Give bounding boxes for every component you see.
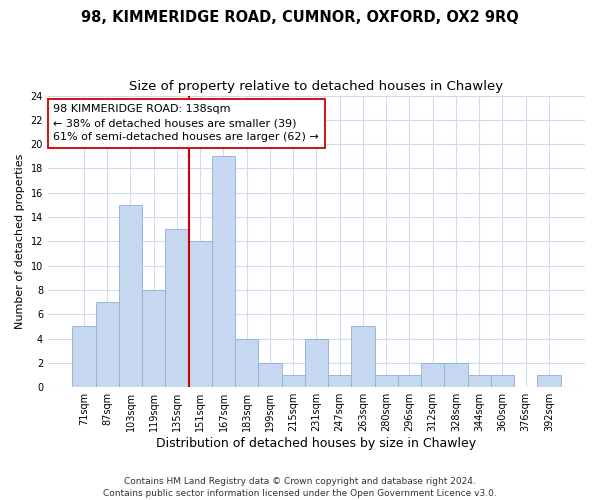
Bar xyxy=(491,375,514,387)
Bar xyxy=(235,338,259,387)
Bar xyxy=(467,375,491,387)
Bar xyxy=(188,242,212,387)
Text: Contains HM Land Registry data © Crown copyright and database right 2024.
Contai: Contains HM Land Registry data © Crown c… xyxy=(103,476,497,498)
Bar xyxy=(352,326,374,387)
Bar xyxy=(119,205,142,387)
Bar xyxy=(305,338,328,387)
Bar xyxy=(374,375,398,387)
Bar xyxy=(259,363,281,387)
Bar xyxy=(421,363,445,387)
Title: Size of property relative to detached houses in Chawley: Size of property relative to detached ho… xyxy=(130,80,503,93)
Bar xyxy=(328,375,352,387)
Bar xyxy=(95,302,119,387)
Bar xyxy=(538,375,560,387)
Bar xyxy=(281,375,305,387)
Y-axis label: Number of detached properties: Number of detached properties xyxy=(15,154,25,329)
Bar xyxy=(398,375,421,387)
Bar xyxy=(142,290,166,387)
Text: 98 KIMMERIDGE ROAD: 138sqm
← 38% of detached houses are smaller (39)
61% of semi: 98 KIMMERIDGE ROAD: 138sqm ← 38% of deta… xyxy=(53,104,319,142)
X-axis label: Distribution of detached houses by size in Chawley: Distribution of detached houses by size … xyxy=(157,437,476,450)
Text: 98, KIMMERIDGE ROAD, CUMNOR, OXFORD, OX2 9RQ: 98, KIMMERIDGE ROAD, CUMNOR, OXFORD, OX2… xyxy=(81,10,519,25)
Bar xyxy=(212,156,235,387)
Bar xyxy=(73,326,95,387)
Bar xyxy=(166,229,188,387)
Bar xyxy=(445,363,467,387)
